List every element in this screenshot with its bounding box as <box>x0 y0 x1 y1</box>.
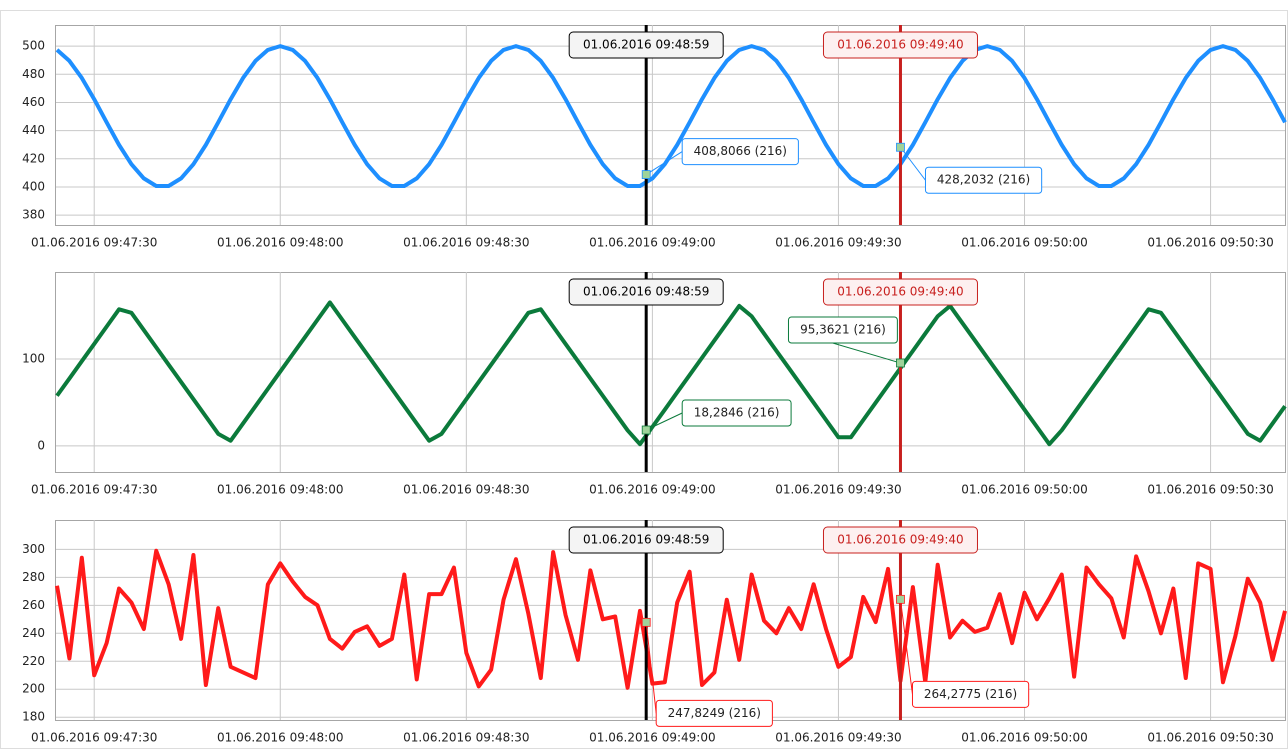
cursor-label-box <box>822 31 978 59</box>
y-tick-label: 500 <box>22 39 45 53</box>
cursor-label: 01.06.2016 09:49:40 <box>837 533 963 547</box>
y-tick-label: 400 <box>22 179 45 193</box>
y-tick-label: 380 <box>22 208 45 222</box>
readout-box <box>681 138 799 166</box>
cursor-label-box <box>568 526 724 554</box>
y-tick-label: 460 <box>22 95 45 109</box>
y-tick-label: 100 <box>22 351 45 365</box>
y-tick-label: 0 <box>37 438 45 452</box>
x-tick-label: 01.06.2016 09:49:30 <box>775 483 901 497</box>
x-tick-label: 01.06.2016 09:49:00 <box>589 731 715 745</box>
readout-marker <box>641 617 651 627</box>
x-tick-label: 01.06.2016 09:50:30 <box>1147 731 1273 745</box>
y-tick-label: 420 <box>22 151 45 165</box>
y-tick-label: 180 <box>22 710 45 724</box>
x-tick-label: 01.06.2016 09:48:30 <box>403 731 529 745</box>
series-line <box>55 44 1287 188</box>
readout-marker <box>641 425 651 435</box>
readout-box <box>911 680 1030 708</box>
cursor-label-box <box>822 526 978 554</box>
readout-box <box>681 399 792 427</box>
readout-leader <box>899 599 913 695</box>
readout-marker <box>896 594 905 604</box>
x-tick-label: 01.06.2016 09:49:00 <box>589 236 715 250</box>
y-tick-label: 440 <box>22 123 45 137</box>
x-tick-label: 01.06.2016 09:50:30 <box>1147 483 1273 497</box>
x-tick-label: 01.06.2016 09:49:30 <box>775 731 901 745</box>
series-line <box>55 548 1287 690</box>
x-tick-label: 01.06.2016 09:47:30 <box>31 236 157 250</box>
y-tick-label: 240 <box>22 626 45 640</box>
readout-label: 18,2846 (216) <box>694 406 780 420</box>
cursor-label-box <box>568 278 724 306</box>
readout-label: 95,3621 (216) <box>800 322 886 336</box>
x-tick-label: 01.06.2016 09:47:30 <box>31 483 157 497</box>
readout-box <box>655 699 773 727</box>
readout-marker <box>896 358 905 368</box>
readout-marker <box>896 142 905 152</box>
y-tick-label: 300 <box>22 542 45 556</box>
readout-leader <box>645 412 683 431</box>
plot-area <box>55 272 1286 473</box>
y-tick-label: 200 <box>22 682 45 696</box>
y-tick-label: 280 <box>22 570 45 584</box>
cursor-label: 01.06.2016 09:48:59 <box>583 533 709 547</box>
cursor-label: 01.06.2016 09:48:59 <box>583 285 709 299</box>
x-tick-label: 01.06.2016 09:50:00 <box>961 236 1087 250</box>
y-tick-label: 220 <box>22 654 45 668</box>
readout-leader <box>900 146 926 181</box>
readout-leader <box>645 622 657 714</box>
x-tick-label: 01.06.2016 09:48:00 <box>217 483 343 497</box>
readout-label: 247,8249 (216) <box>668 706 761 720</box>
readout-box <box>787 316 898 344</box>
x-tick-label: 01.06.2016 09:48:30 <box>403 483 529 497</box>
cursor-label: 01.06.2016 09:49:40 <box>837 38 963 52</box>
x-tick-label: 01.06.2016 09:48:00 <box>217 236 343 250</box>
cursor-label: 01.06.2016 09:49:40 <box>837 285 963 299</box>
readout-label: 428,2032 (216) <box>937 173 1030 187</box>
series-line <box>55 300 1287 447</box>
x-tick-label: 01.06.2016 09:50:00 <box>961 483 1087 497</box>
readout-box <box>924 166 1043 194</box>
readout-label: 264,2775 (216) <box>924 687 1017 701</box>
cursor-label: 01.06.2016 09:48:59 <box>583 38 709 52</box>
y-tick-label: 260 <box>22 598 45 612</box>
x-tick-label: 01.06.2016 09:48:00 <box>217 731 343 745</box>
x-tick-label: 01.06.2016 09:49:00 <box>589 483 715 497</box>
readout-leader <box>645 151 683 175</box>
readout-marker <box>641 170 651 179</box>
x-tick-label: 01.06.2016 09:50:30 <box>1147 236 1273 250</box>
x-tick-label: 01.06.2016 09:48:30 <box>403 236 529 250</box>
x-tick-label: 01.06.2016 09:47:30 <box>31 731 157 745</box>
readout-label: 408,8066 (216) <box>694 144 787 158</box>
x-tick-label: 01.06.2016 09:50:00 <box>961 731 1087 745</box>
y-tick-label: 480 <box>22 67 45 81</box>
cursor-label-box <box>822 278 978 306</box>
x-tick-label: 01.06.2016 09:49:30 <box>775 236 901 250</box>
cursor-label-box <box>568 31 724 59</box>
